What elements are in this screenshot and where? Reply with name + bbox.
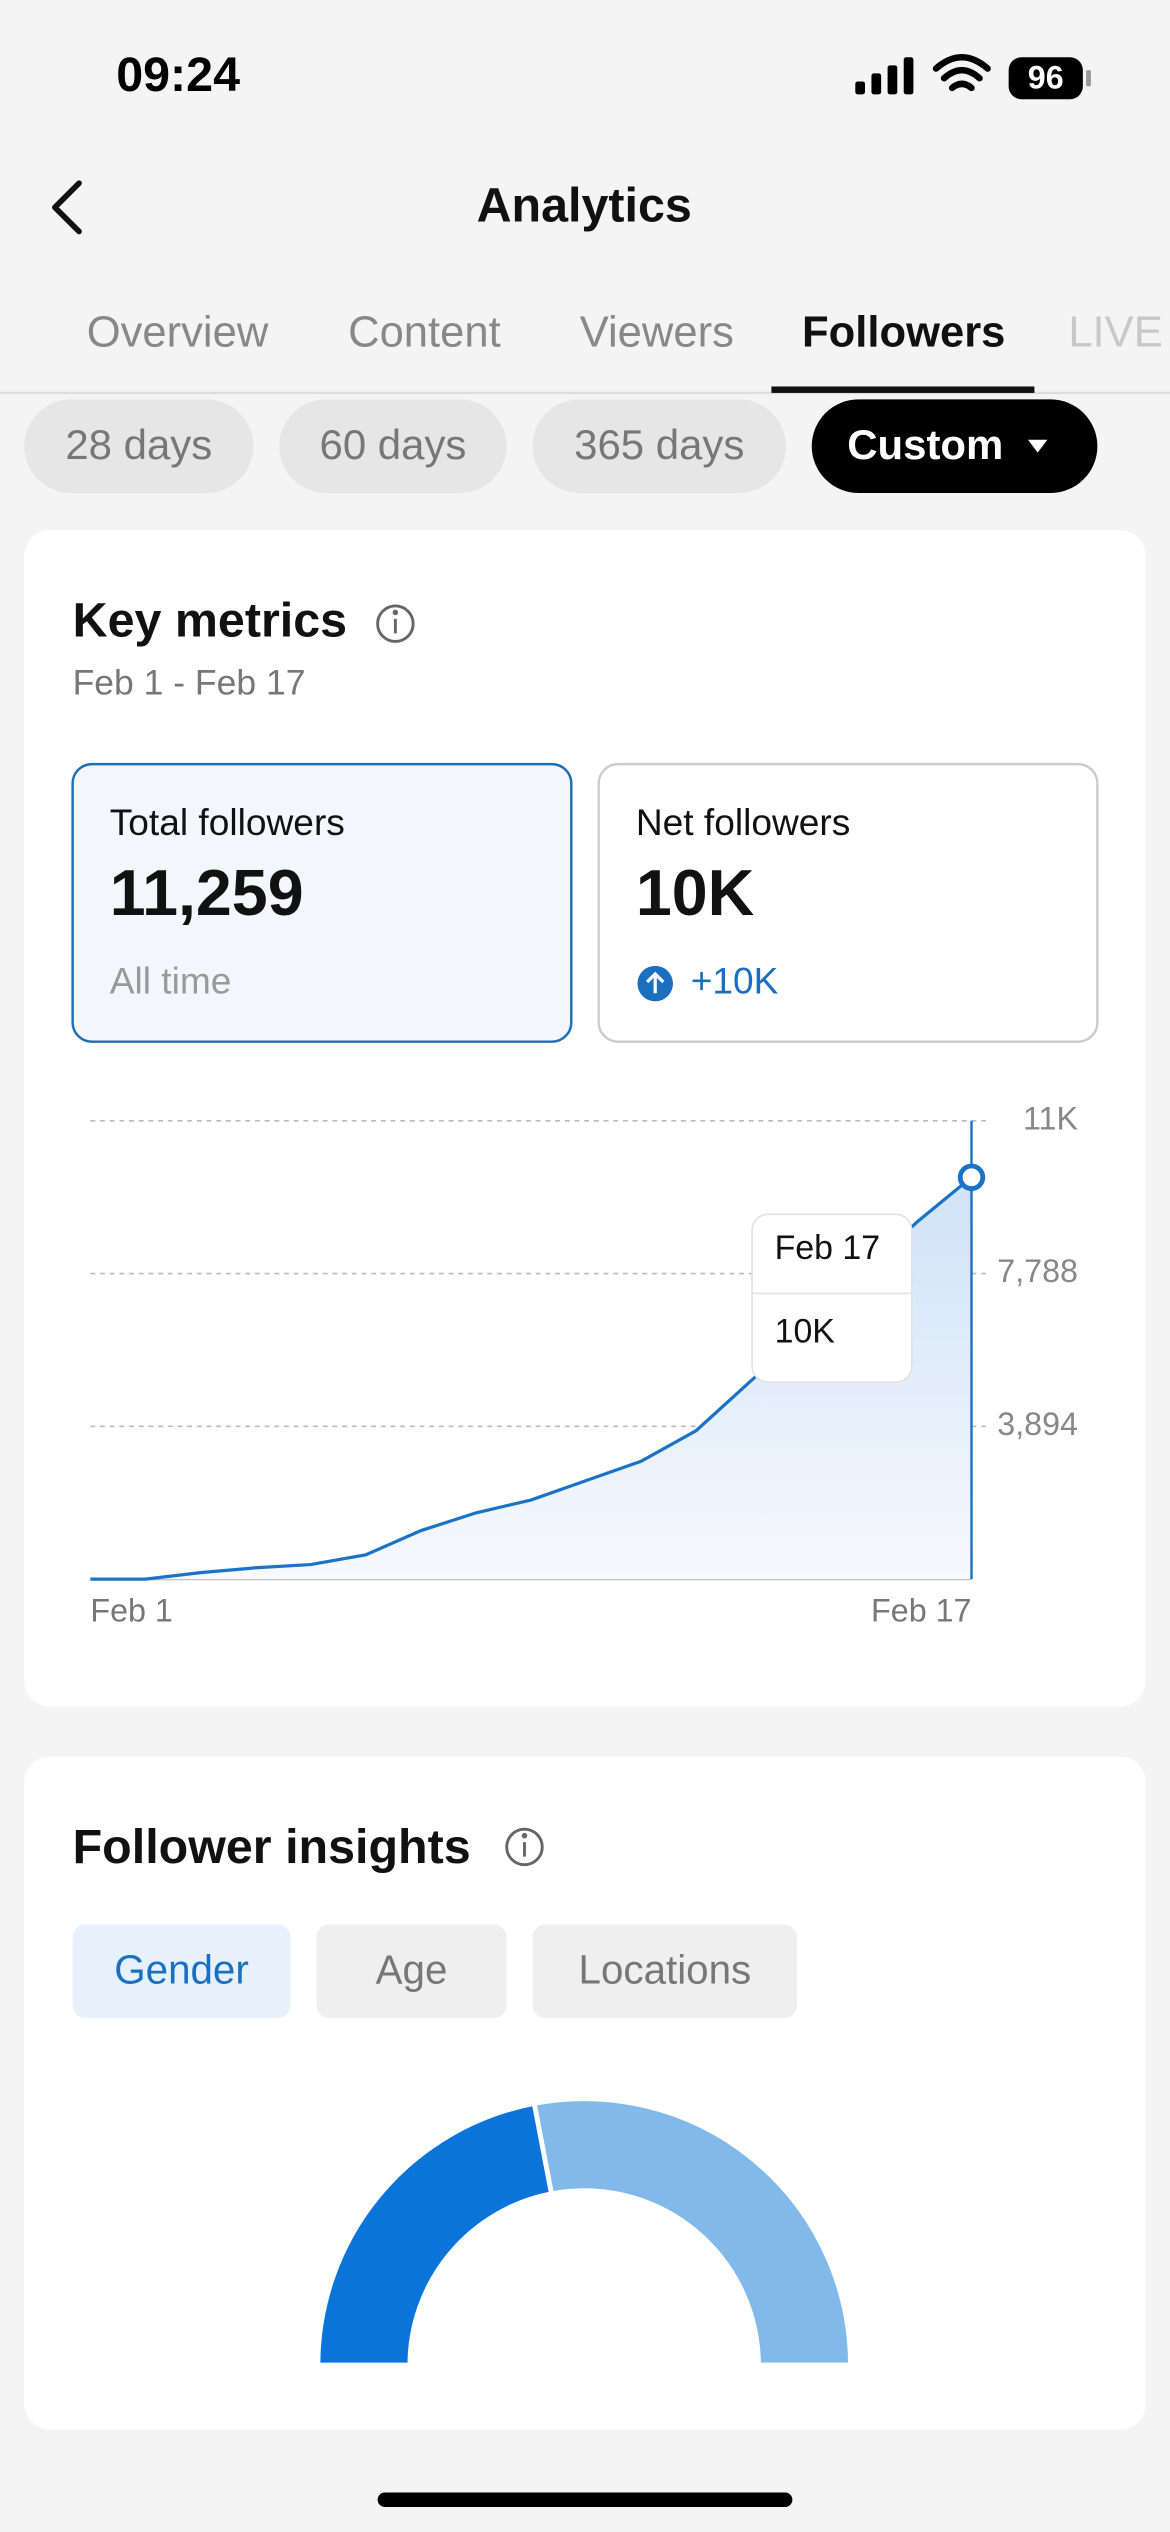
signal-icon — [855, 57, 914, 95]
y-tick-label: 7,788 — [997, 1253, 1078, 1289]
x-tick-label: Feb 17 — [871, 1592, 971, 1628]
area — [90, 1177, 972, 1580]
tooltip — [751, 1213, 913, 1383]
insight-tab-label: Age — [376, 1946, 448, 1992]
donut-segment — [531, 2096, 853, 2368]
donut-segment — [315, 2100, 555, 2368]
x-tick-label: Feb 1 — [90, 1592, 173, 1628]
date-filter-label: 28 days — [65, 421, 212, 468]
metric-note: All time — [110, 959, 232, 1001]
metric-label: Total followers — [110, 801, 345, 843]
battery-icon — [1008, 57, 1083, 100]
date-range: Feb 1 - Feb 17 — [73, 662, 306, 702]
date-filter[interactable] — [279, 399, 507, 493]
tab[interactable]: Content — [348, 308, 501, 356]
tooltip-value: 10K — [775, 1313, 836, 1351]
insight-tab[interactable] — [72, 1924, 291, 2019]
battery-level: 96 — [1028, 59, 1064, 95]
tooltip-label: Feb 17 — [775, 1229, 880, 1267]
metric-change: +10K — [691, 959, 779, 1001]
date-filter[interactable] — [24, 399, 254, 493]
bottom-area — [0, 2429, 1170, 2532]
metric-label: Net followers — [636, 801, 850, 843]
point-marker — [957, 1163, 986, 1192]
info-icon[interactable] — [505, 1827, 544, 1867]
y-tick-label: 3,894 — [997, 1406, 1078, 1442]
insights-card — [24, 1756, 1146, 2430]
section-title: Follower insights — [73, 1820, 471, 1874]
metric-value: 11,259 — [110, 857, 304, 929]
page-title: Analytics — [477, 179, 692, 233]
tab[interactable]: LIVE — [1068, 308, 1162, 356]
battery-tip — [1086, 70, 1091, 87]
home-indicator — [377, 2492, 793, 2508]
tab[interactable]: Followers — [802, 308, 1005, 356]
clock: 09:24 — [116, 48, 240, 102]
tab[interactable]: Overview — [87, 308, 269, 356]
y-tick-label: 11K — [1023, 1100, 1078, 1136]
active-tab-indicator — [771, 386, 1035, 393]
metric-card[interactable] — [597, 762, 1099, 1043]
insight-tab[interactable] — [532, 1924, 798, 2019]
date-filter[interactable] — [532, 399, 786, 493]
wifi-icon — [932, 54, 991, 92]
info-icon[interactable] — [376, 604, 415, 643]
insight-tab-label: Locations — [579, 1946, 752, 1992]
insight-tab[interactable] — [316, 1924, 507, 2019]
date-filter-label: Custom — [847, 421, 1003, 468]
dropdown-arrow — [1027, 439, 1048, 453]
back-button[interactable] — [52, 180, 82, 235]
insight-tab-label: Gender — [114, 1946, 249, 1992]
date-filter[interactable] — [811, 399, 1098, 493]
metric-card[interactable] — [71, 762, 573, 1043]
up-arrow-icon — [637, 965, 673, 1002]
metric-value: 10K — [636, 857, 755, 929]
tab[interactable]: Viewers — [580, 308, 734, 356]
section-title: Key metrics — [73, 593, 347, 647]
date-filter-label: 60 days — [320, 421, 467, 468]
date-filter-label: 365 days — [574, 421, 744, 468]
